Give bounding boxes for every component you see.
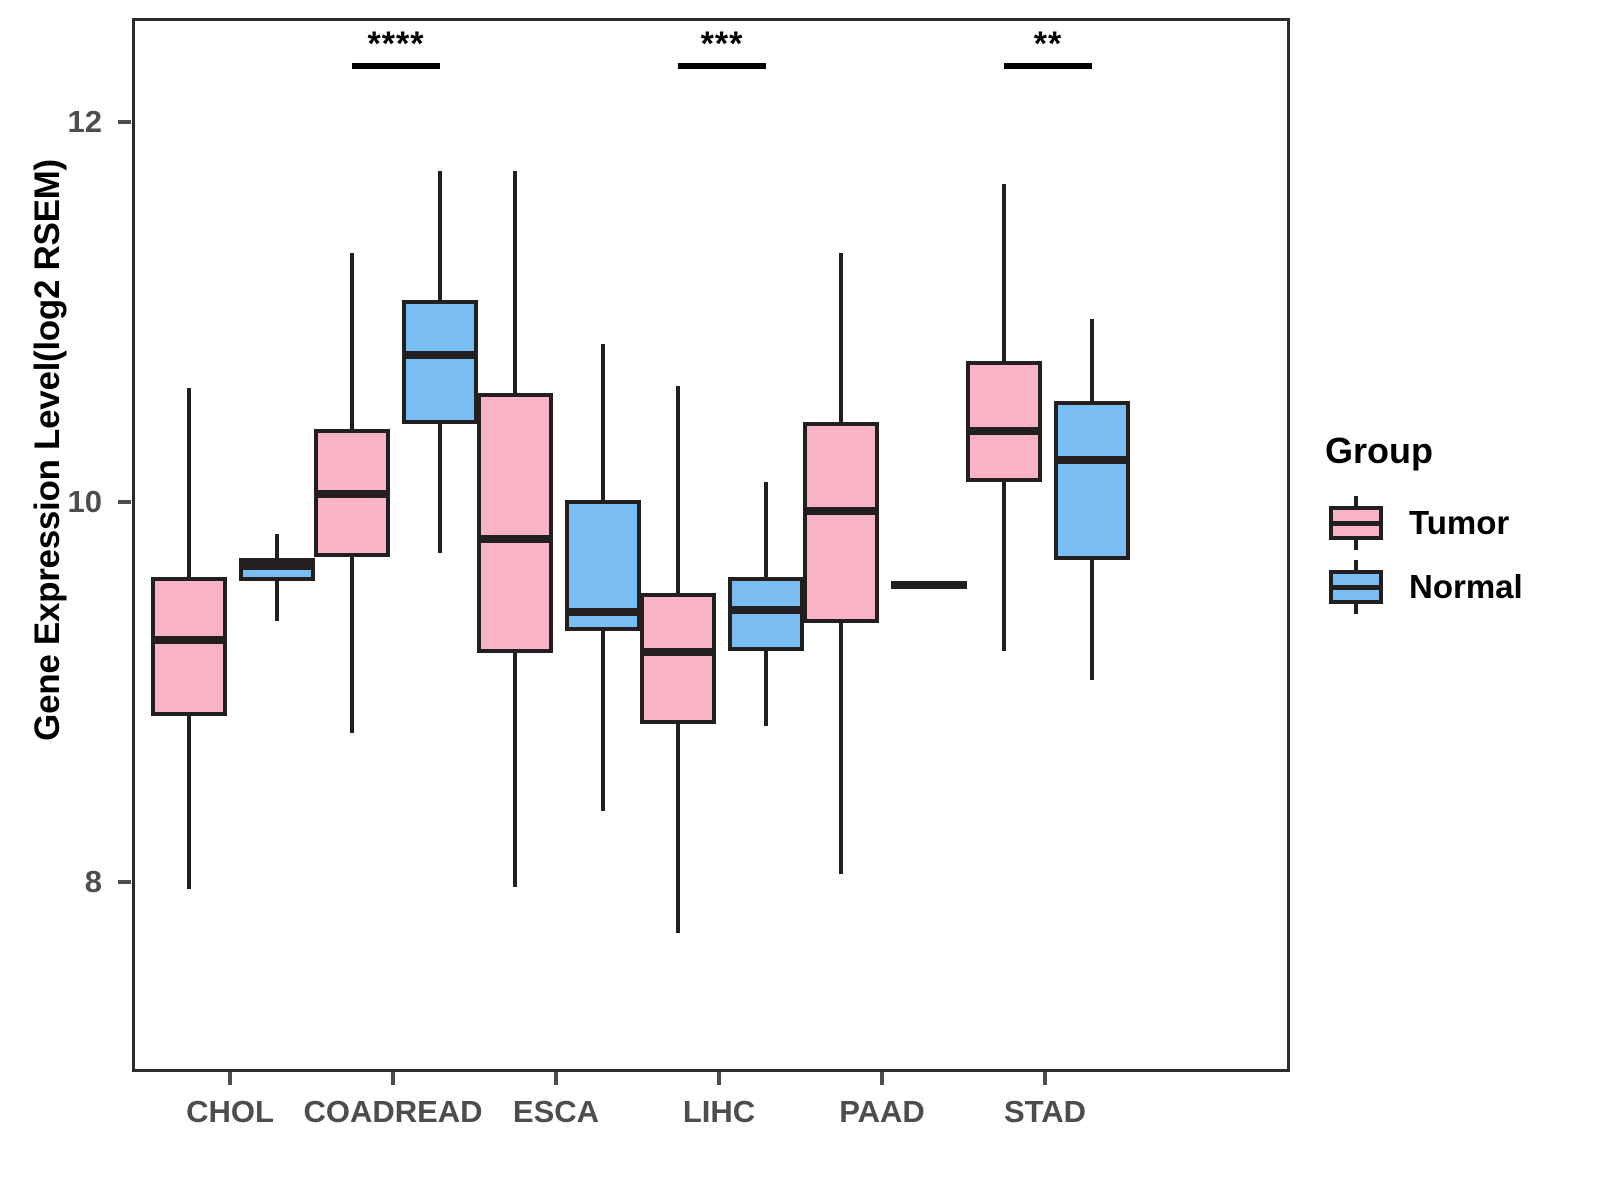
- x-axis-tick-label: PAAD: [839, 1094, 925, 1129]
- boxplot-median-line: [239, 562, 315, 571]
- boxplot-median-line: [803, 506, 879, 515]
- y-axis-tick-label: 8: [84, 864, 102, 900]
- legend-item-label: Normal: [1409, 568, 1523, 605]
- legend-item-normal[interactable]: Normal: [1325, 558, 1585, 616]
- x-axis-tick-label: ESCA: [512, 1094, 600, 1129]
- x-axis-tick-label: STAD: [1003, 1094, 1087, 1129]
- x-axis-tick-mark: [880, 1072, 884, 1085]
- boxplot-median-line: [640, 647, 716, 656]
- significance-bar: [1004, 62, 1092, 69]
- y-axis-tick-mark: [118, 500, 131, 505]
- boxplot-median-line: [314, 489, 390, 498]
- legend: Group Tumor Normal: [1325, 430, 1585, 622]
- legend-key-swatch-normal: [1325, 558, 1387, 616]
- x-axis-tick-mark: [228, 1072, 232, 1085]
- significance-label: **: [1033, 24, 1063, 63]
- boxplot-median-line: [402, 351, 478, 360]
- boxplot-box: [640, 592, 716, 724]
- x-axis-tick-mark: [1043, 1072, 1047, 1085]
- y-axis-tick-mark: [118, 120, 131, 125]
- x-axis-tick-mark: [554, 1072, 558, 1085]
- significance-bar: [678, 62, 766, 69]
- boxplot-median-line: [891, 581, 967, 590]
- boxplot-median-line: [151, 636, 227, 645]
- boxplot-box: [966, 360, 1042, 483]
- x-axis-tick-label: COADREAD: [303, 1094, 483, 1129]
- boxplot-median-line: [1054, 455, 1130, 464]
- boxplot-median-line: [565, 607, 641, 616]
- boxplot-median-line: [728, 605, 804, 614]
- significance-label: ****: [367, 24, 425, 63]
- legend-item-label: Tumor: [1409, 504, 1510, 541]
- boxplot-box: [151, 577, 227, 717]
- x-axis-tick-label: CHOL: [186, 1094, 274, 1129]
- legend-key-swatch-tumor: [1325, 494, 1387, 552]
- legend-median-icon: [1329, 585, 1383, 590]
- y-axis-tick-label: 10: [67, 484, 102, 520]
- boxplot-box: [477, 393, 553, 654]
- boxplot-median-line: [966, 427, 1042, 436]
- legend-title: Group: [1325, 430, 1433, 471]
- y-axis-tick-label: 12: [67, 104, 102, 140]
- legend-median-icon: [1329, 521, 1383, 526]
- x-axis-tick-mark: [391, 1072, 395, 1085]
- boxplot-box: [728, 577, 804, 652]
- boxplot-box: [803, 421, 879, 623]
- significance-label: ***: [700, 24, 744, 63]
- y-axis-tick-mark: [118, 880, 131, 885]
- x-axis-tick-label: LIHC: [682, 1094, 756, 1129]
- x-axis-tick-mark: [717, 1072, 721, 1085]
- boxplot-box: [1054, 400, 1130, 561]
- boxplot-median-line: [477, 535, 553, 544]
- legend-items: Tumor Normal: [1325, 494, 1585, 616]
- boxplot-box: [402, 300, 478, 424]
- legend-item-tumor[interactable]: Tumor: [1325, 494, 1585, 552]
- significance-bar: [352, 62, 440, 69]
- plot-panel: **** *** **: [132, 18, 1290, 1072]
